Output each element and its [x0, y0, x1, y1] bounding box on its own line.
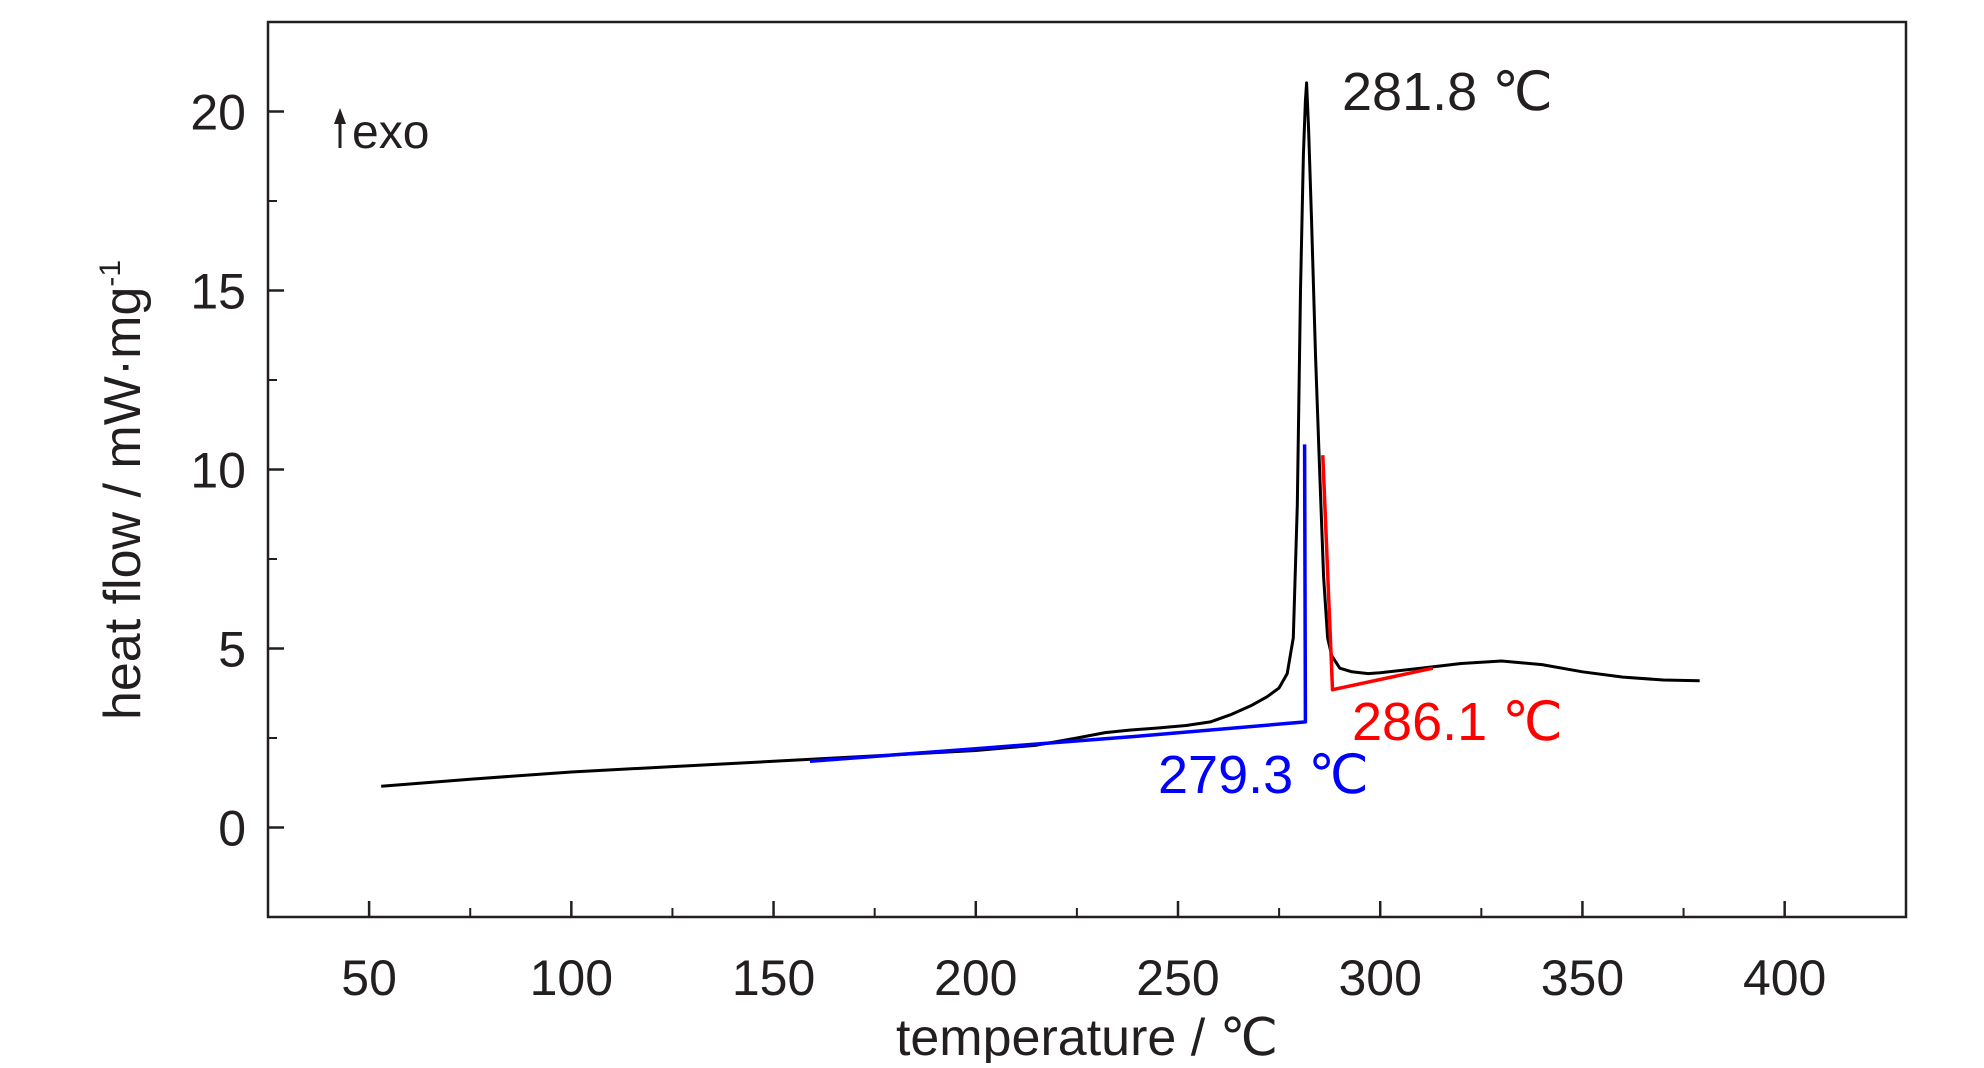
- onset-annotation: 279.3 ℃: [1158, 745, 1369, 805]
- y-tick-label: 0: [218, 801, 246, 857]
- exo-label: exo: [352, 106, 429, 159]
- endset-tangent-line: [1321, 455, 1434, 692]
- y-axis-title-main: heat flow / mW·mg: [94, 287, 152, 720]
- y-tick-label: 20: [190, 85, 246, 141]
- x-axis-title: temperature / ℃: [896, 1009, 1278, 1063]
- ticks-layer: 50 100 150 200 250 300 350 400 0 5 10 15 20: [190, 85, 1826, 1007]
- x-tick-label: 100: [530, 950, 613, 1006]
- dsc-curve: [381, 81, 1700, 788]
- y-tick-label: 5: [218, 622, 246, 678]
- x-tick-label: 250: [1136, 950, 1219, 1006]
- onset-tangent-line: [809, 444, 1308, 764]
- x-tick-label: 350: [1541, 950, 1624, 1006]
- x-tick-label: 300: [1339, 950, 1422, 1006]
- y-tick-label: 10: [190, 443, 246, 499]
- peak-annotation: 281.8 ℃: [1342, 62, 1553, 122]
- endset-annotation: 286.1 ℃: [1352, 692, 1563, 752]
- x-tick-label: 200: [934, 950, 1017, 1006]
- y-axis-title-sup: -1: [94, 260, 127, 287]
- series-layer: [381, 81, 1700, 788]
- plot-frame: [266, 20, 1908, 919]
- x-tick-label: 150: [732, 950, 815, 1006]
- x-tick-label: 50: [341, 950, 397, 1006]
- x-tick-label: 400: [1743, 950, 1826, 1006]
- exo-indicator: exo: [334, 106, 429, 159]
- exo-arrowhead-icon: [334, 108, 346, 124]
- y-tick-label: 15: [190, 264, 246, 320]
- y-axis-title: heat flow / mW·mg-1: [94, 260, 152, 720]
